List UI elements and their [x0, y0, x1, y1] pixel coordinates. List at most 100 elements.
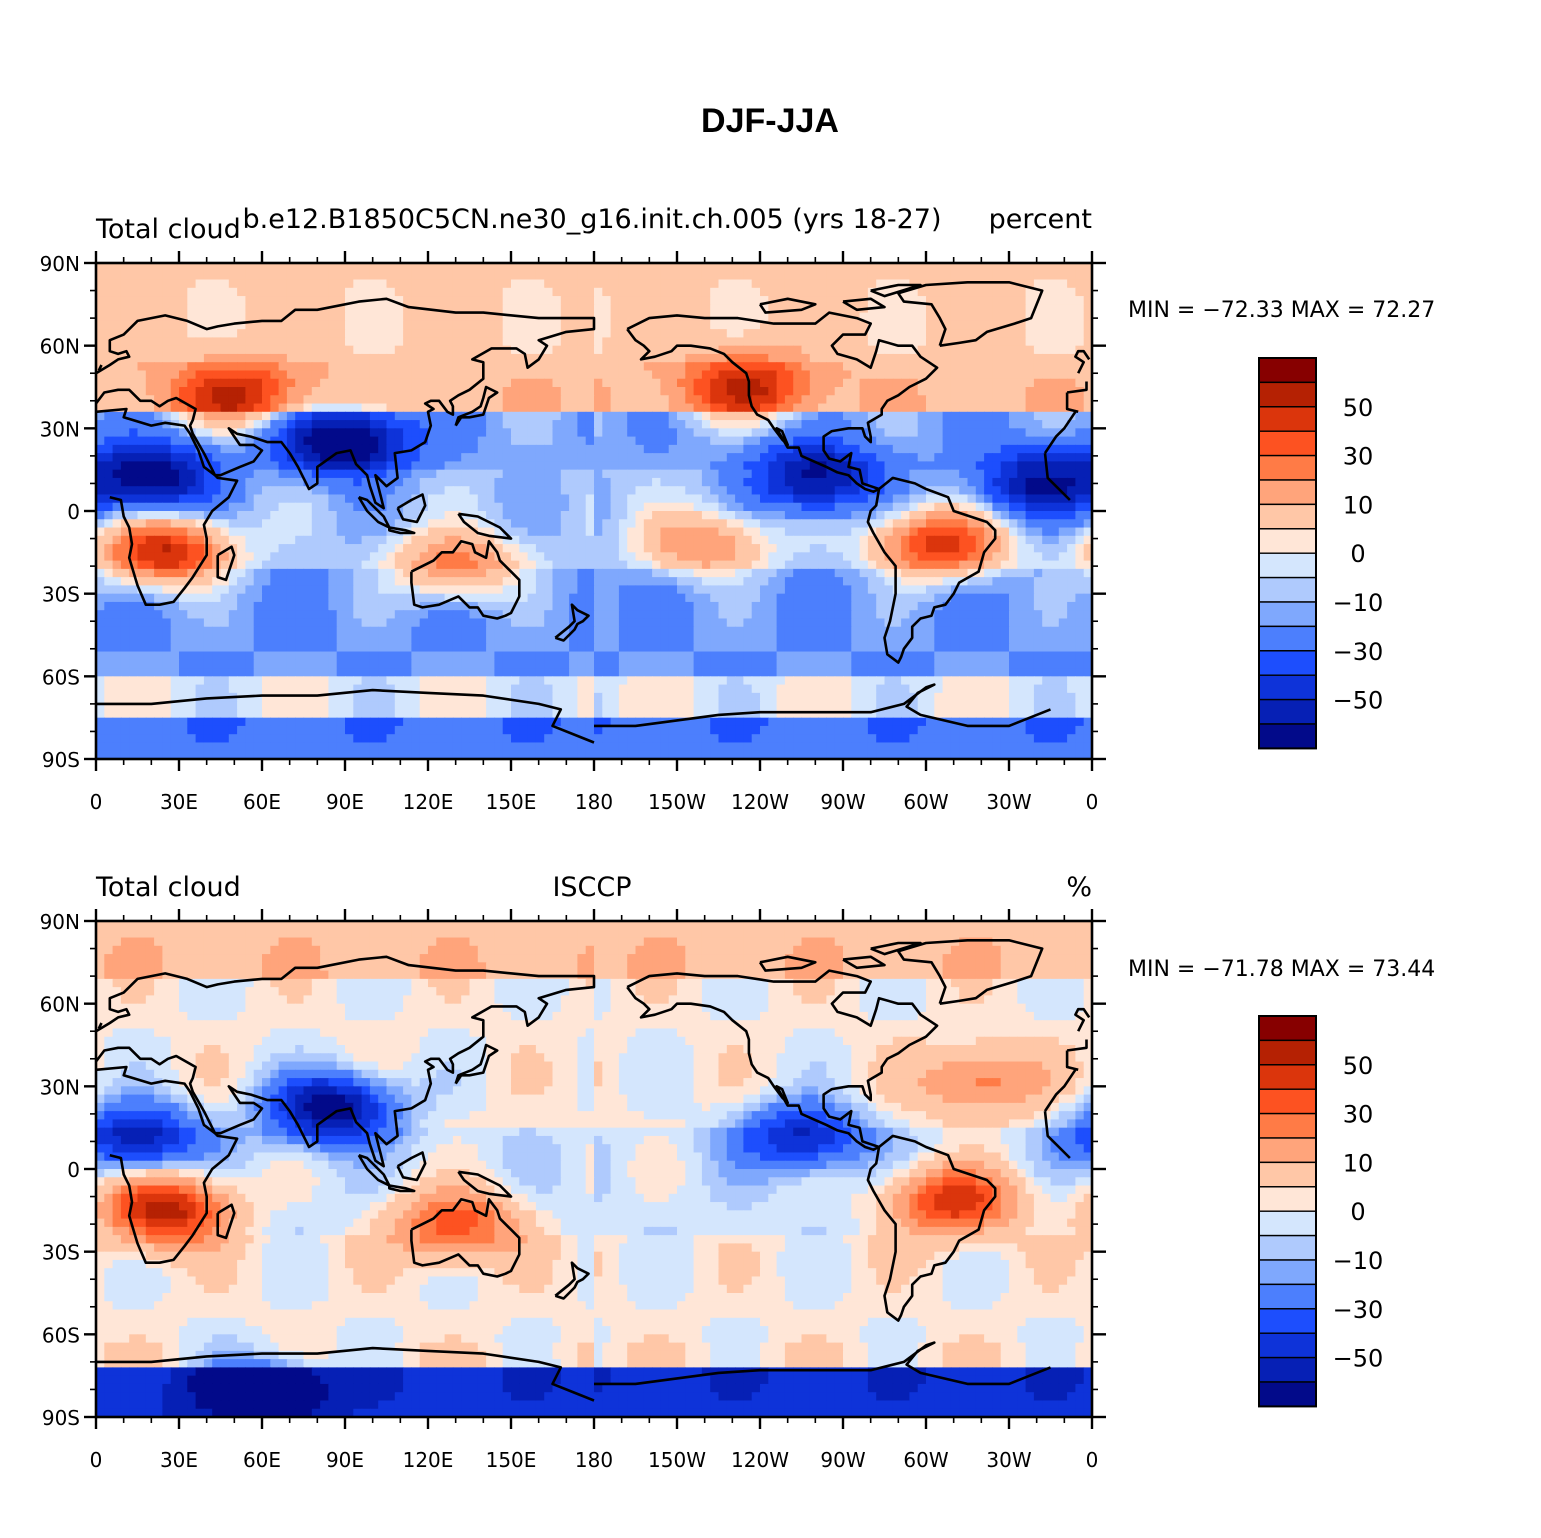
heatmap-cell — [403, 337, 412, 347]
heatmap-cell — [677, 411, 686, 421]
heatmap-cell — [502, 345, 512, 355]
heatmap-cell — [685, 494, 695, 504]
heatmap-cell — [876, 453, 886, 462]
heatmap-cell — [1025, 585, 1035, 595]
heatmap-cell — [403, 436, 412, 446]
heatmap-cell — [353, 444, 363, 454]
heatmap-cell — [378, 544, 388, 553]
heatmap-cell — [693, 353, 703, 363]
heatmap-cell — [369, 601, 379, 611]
heatmap-cell — [901, 527, 910, 537]
heatmap-cell — [1025, 544, 1035, 553]
heatmap-cell — [942, 527, 952, 537]
heatmap-cell — [743, 494, 753, 504]
heatmap-cell — [1058, 560, 1068, 570]
heatmap-cell — [1017, 271, 1027, 281]
heatmap-cell — [959, 527, 969, 537]
heatmap-cell — [926, 469, 935, 479]
heatmap-cell — [909, 568, 919, 578]
heatmap-cell — [635, 395, 645, 405]
heatmap-cell — [735, 420, 744, 429]
heatmap-cell — [286, 287, 296, 297]
heatmap-cell — [353, 320, 363, 330]
heatmap-cell — [378, 312, 388, 322]
heatmap-cell — [378, 601, 388, 611]
heatmap-cell — [311, 411, 321, 421]
heatmap-cell — [950, 535, 960, 545]
heatmap-cell — [353, 370, 363, 380]
heatmap-cell — [967, 511, 977, 520]
heatmap-cell — [602, 436, 612, 446]
heatmap-cell — [228, 387, 238, 396]
heatmap-cell — [801, 420, 811, 429]
heatmap-cell — [585, 444, 595, 454]
heatmap-cell — [618, 560, 628, 570]
heatmap-cell — [876, 345, 886, 355]
heatmap-cell — [187, 593, 197, 603]
heatmap-cell — [519, 444, 529, 454]
heatmap-cell — [1050, 486, 1060, 496]
heatmap-cell — [1042, 519, 1052, 529]
heatmap-cell — [635, 378, 645, 388]
heatmap-cell — [892, 469, 902, 479]
heatmap-cell — [1050, 494, 1060, 504]
heatmap-cell — [643, 329, 653, 338]
heatmap-cell — [353, 453, 363, 462]
heatmap-cell — [270, 444, 280, 454]
heatmap-cell — [129, 345, 139, 355]
heatmap-cell — [129, 279, 139, 289]
heatmap-cell — [710, 428, 720, 438]
heatmap-cell — [1009, 469, 1018, 479]
heatmap-cell — [843, 345, 852, 355]
heatmap-cell — [892, 444, 902, 454]
heatmap-cell — [784, 428, 794, 438]
heatmap-cell — [96, 337, 105, 347]
heatmap-cell — [768, 577, 778, 586]
heatmap-cell — [784, 436, 794, 446]
heatmap-cell — [560, 568, 570, 578]
heatmap-cell — [386, 362, 396, 372]
heatmap-cell — [270, 337, 280, 347]
heatmap-cell — [286, 345, 296, 355]
heatmap-cell — [569, 568, 578, 578]
heatmap-cell — [809, 403, 819, 413]
heatmap-cell — [1000, 387, 1010, 396]
heatmap-cell — [303, 436, 313, 446]
heatmap-cell — [137, 296, 147, 305]
heatmap-cell — [1083, 477, 1092, 487]
heatmap-cell — [120, 370, 130, 380]
heatmap-cell — [618, 296, 628, 305]
heatmap-cell — [892, 337, 902, 347]
heatmap-cell — [992, 511, 1002, 520]
heatmap-cell — [104, 477, 114, 487]
heatmap-cell — [1000, 370, 1010, 380]
heatmap-cell — [1058, 453, 1068, 462]
heatmap-cell — [917, 577, 927, 586]
heatmap-cell — [602, 345, 612, 355]
heatmap-cell — [477, 577, 487, 586]
heatmap-cell — [610, 560, 620, 570]
heatmap-cell — [394, 378, 404, 388]
heatmap-cell — [1033, 519, 1043, 529]
heatmap-cell — [917, 593, 927, 603]
heatmap-cell — [760, 552, 769, 562]
heatmap-cell — [1075, 337, 1085, 347]
heatmap-cell — [809, 320, 819, 330]
heatmap-cell — [1075, 502, 1085, 512]
heatmap-cell — [270, 296, 280, 305]
heatmap-cell — [901, 577, 910, 586]
heatmap-cell — [801, 329, 811, 338]
heatmap-cell — [378, 337, 388, 347]
heatmap-cell — [693, 279, 703, 289]
heatmap-cell — [635, 477, 645, 487]
heatmap-cell — [154, 552, 163, 562]
heatmap-cell — [228, 263, 238, 272]
heatmap-cell — [1058, 511, 1068, 520]
heatmap-cell — [511, 304, 520, 314]
heatmap-cell — [585, 535, 595, 545]
heatmap-cell — [627, 486, 637, 496]
heatmap-cell — [959, 585, 969, 595]
heatmap-cell — [892, 428, 902, 438]
heatmap-cell — [992, 296, 1002, 305]
heatmap-cell — [286, 378, 296, 388]
